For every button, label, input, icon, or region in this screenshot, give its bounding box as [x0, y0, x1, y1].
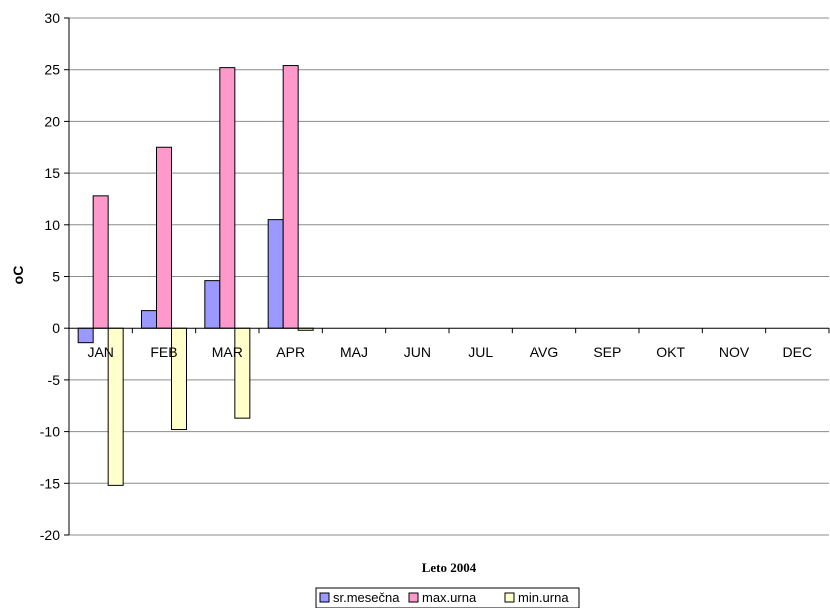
y-tick-label: 30	[44, 10, 60, 26]
axes	[68, 18, 830, 535]
x-tick-label: MAR	[212, 344, 243, 360]
bar	[77, 327, 94, 344]
y-tick-labels: 30 25 20 15 10 5 0 -5 -10 -15 -20	[40, 10, 60, 543]
y-tick-label: 20	[44, 113, 60, 129]
legend-swatch	[319, 592, 330, 603]
y-tick-label: 15	[44, 165, 60, 181]
x-tick-label: AVG	[530, 344, 559, 360]
bar	[234, 327, 251, 419]
y-axis-label: oC	[10, 266, 26, 285]
bars	[77, 65, 314, 486]
bar	[156, 146, 172, 329]
x-tick-label: DEC	[783, 344, 813, 360]
x-axis-label: Leto 2004	[422, 560, 477, 575]
y-tick-label: -15	[40, 475, 60, 491]
legend-swatch	[504, 592, 515, 603]
bar	[282, 65, 299, 329]
x-tick-label: APR	[276, 344, 305, 360]
y-tick-label: 25	[44, 62, 60, 78]
x-tick-label: JAN	[87, 344, 113, 360]
x-tick-label: JUL	[468, 344, 493, 360]
gridlines	[64, 17, 829, 536]
x-tick-label: SEP	[593, 344, 621, 360]
bar	[204, 280, 221, 329]
x-tick-label: MAJ	[340, 344, 368, 360]
legend-swatch	[408, 592, 419, 603]
legend-label: sr.mesečna	[333, 590, 400, 605]
y-tick-label: 0	[52, 320, 60, 336]
bar	[267, 219, 284, 329]
legend: sr.mesečna max.urna min.urna	[315, 587, 580, 608]
y-tick-label: -5	[48, 372, 61, 388]
bar	[92, 195, 109, 329]
y-tick-label: 5	[52, 269, 60, 285]
y-tick-label: -20	[40, 527, 60, 543]
x-tick-label: OKT	[656, 344, 685, 360]
y-tick-label: 10	[44, 217, 60, 233]
bar	[141, 310, 157, 329]
bar	[219, 67, 236, 329]
x-tick-label: JUN	[404, 344, 431, 360]
x-tick-labels: JAN FEB MAR APR MAJ JUN JUL AVG SEP OKT NOV DEC	[87, 344, 812, 360]
legend-label: min.urna	[518, 590, 569, 605]
y-tick-label: -10	[40, 424, 60, 440]
x-tick-label: NOV	[719, 344, 750, 360]
x-tick-label: FEB	[150, 344, 177, 360]
legend-label: max.urna	[422, 590, 477, 605]
